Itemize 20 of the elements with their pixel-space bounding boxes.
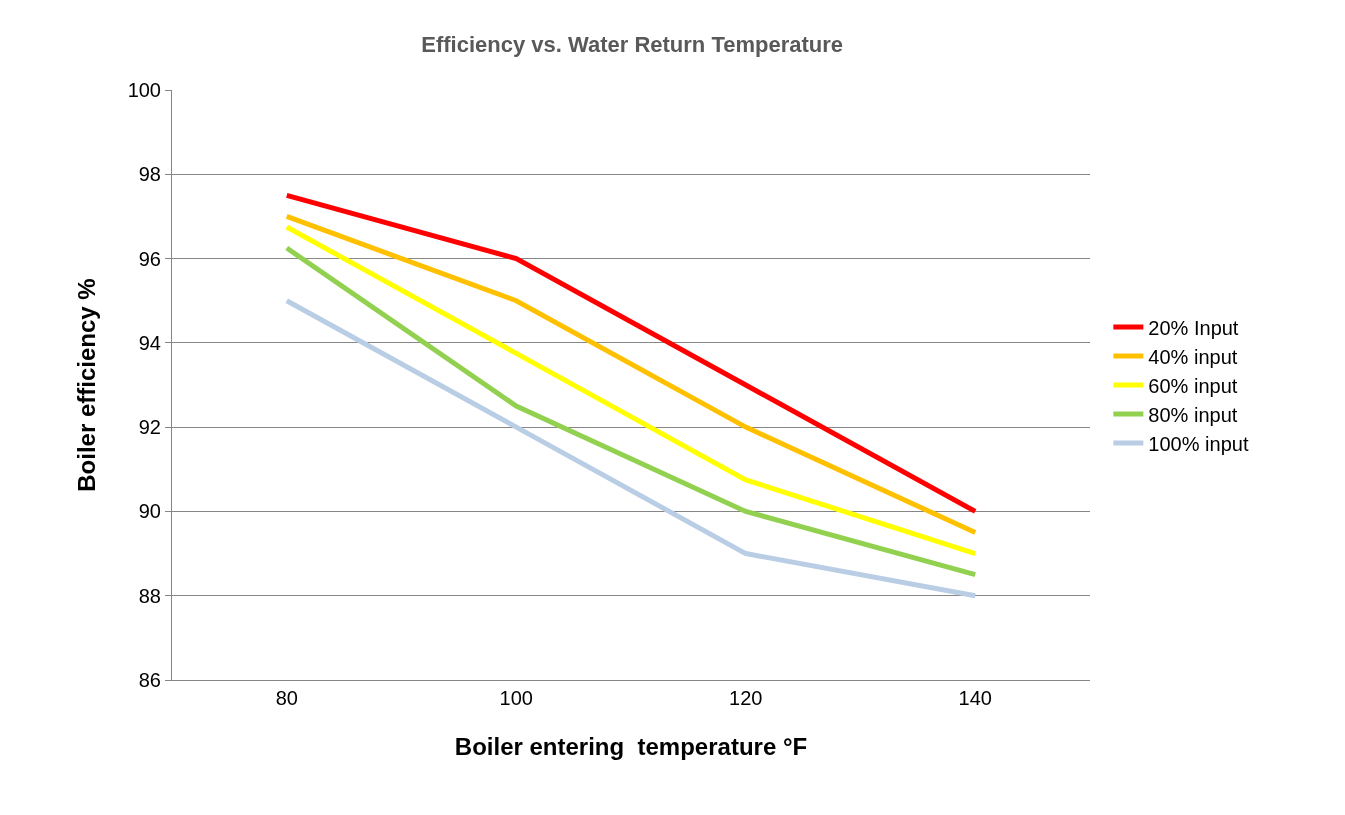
- legend-label: 40% input: [1148, 345, 1238, 368]
- x-axis-title: Boiler entering temperature °F: [454, 733, 808, 761]
- x-tick-label: 100: [499, 687, 533, 709]
- x-tick-label: 120: [729, 687, 763, 709]
- y-tick-label: 94: [138, 331, 161, 354]
- y-tick-label: 100: [127, 79, 161, 101]
- y-tick-label: 96: [138, 247, 161, 270]
- y-tick-label: 86: [138, 669, 161, 691]
- chart-title: Efficiency vs. Water Return Temperature: [421, 32, 844, 58]
- y-tick-label: 88: [138, 584, 161, 607]
- y-axis-title: Boiler efficiency %: [72, 278, 100, 492]
- legend-label: 60% input: [1148, 374, 1238, 397]
- y-tick-label: 98: [138, 163, 161, 186]
- legend-label: 20% Input: [1148, 316, 1239, 339]
- y-tick-label: 90: [138, 500, 161, 523]
- legend-label: 80% input: [1148, 403, 1238, 426]
- x-tick-label: 80: [275, 687, 298, 709]
- x-tick-label: 140: [958, 687, 992, 709]
- y-tick-label: 92: [138, 416, 161, 439]
- legend-label: 100% input: [1148, 432, 1249, 455]
